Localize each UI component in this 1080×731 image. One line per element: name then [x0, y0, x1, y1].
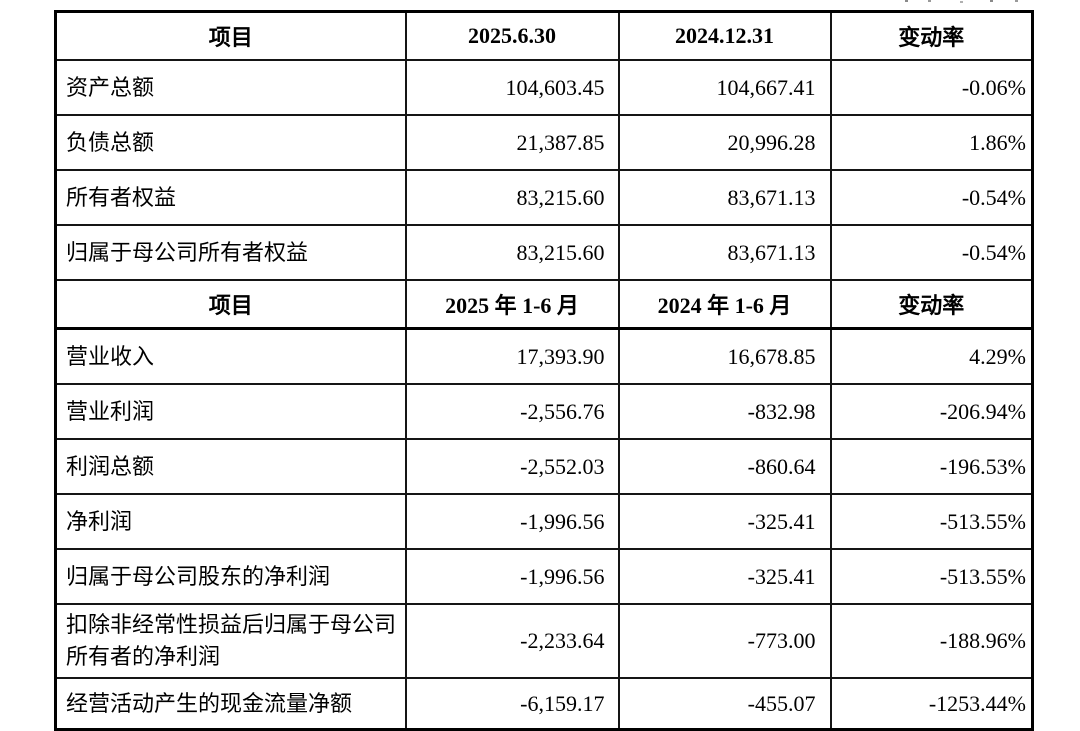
value2-cell: -325.41	[617, 493, 832, 550]
change-cell: -1253.44%	[829, 677, 1034, 731]
label-cell: 利润总额	[54, 438, 407, 495]
table-row: 营业收入 17,393.90 16,678.85 4.29%	[54, 327, 1034, 385]
change-cell: -0.06%	[829, 59, 1034, 116]
financial-summary-table: 项目 2025.6.30 2024.12.31 变动率 资产总额 104,603…	[54, 10, 1034, 731]
header-item: 项目	[54, 10, 407, 61]
value1-cell: -2,552.03	[404, 438, 620, 495]
table-header-row: 项目 2025 年 1-6 月 2024 年 1-6 月 变动率	[54, 279, 1034, 330]
value1-cell: 104,603.45	[404, 59, 620, 116]
label-cell: 经营活动产生的现金流量净额	[54, 677, 407, 731]
label-cell: 负债总额	[54, 114, 407, 171]
change-cell: 4.29%	[829, 327, 1034, 385]
value1-cell: 21,387.85	[404, 114, 620, 171]
table-row: 归属于母公司所有者权益 83,215.60 83,671.13 -0.54%	[54, 224, 1034, 281]
value2-cell: 83,671.13	[617, 224, 832, 281]
table-header-row: 项目 2025.6.30 2024.12.31 变动率	[54, 10, 1034, 61]
change-cell: -188.96%	[829, 603, 1034, 679]
value2-cell: -455.07	[617, 677, 832, 731]
change-cell: -0.54%	[829, 169, 1034, 226]
value2-cell: -325.41	[617, 548, 832, 605]
header-change: 变动率	[829, 279, 1034, 330]
value2-cell: 16,678.85	[617, 327, 832, 385]
label-cell: 归属于母公司所有者权益	[54, 224, 407, 281]
table-row: 扣除非经常性损益后归属于母公司所有者的净利润 -2,233.64 -773.00…	[54, 603, 1034, 679]
value2-cell: -832.98	[617, 383, 832, 440]
value1-cell: 17,393.90	[404, 327, 620, 385]
label-cell: 所有者权益	[54, 169, 407, 226]
value1-cell: -1,996.56	[404, 493, 620, 550]
cropped-text-remnant	[905, 0, 908, 2]
value2-cell: 104,667.41	[617, 59, 832, 116]
value2-cell: -773.00	[617, 603, 832, 679]
table-row: 营业利润 -2,556.76 -832.98 -206.94%	[54, 383, 1034, 440]
table-row: 负债总额 21,387.85 20,996.28 1.86%	[54, 114, 1034, 171]
change-cell: -196.53%	[829, 438, 1034, 495]
table-row: 利润总额 -2,552.03 -860.64 -196.53%	[54, 438, 1034, 495]
label-cell: 扣除非经常性损益后归属于母公司所有者的净利润	[54, 603, 407, 679]
table-row: 资产总额 104,603.45 104,667.41 -0.06%	[54, 59, 1034, 116]
table-row: 所有者权益 83,215.60 83,671.13 -0.54%	[54, 169, 1034, 226]
label-cell: 营业利润	[54, 383, 407, 440]
label-cell: 归属于母公司股东的净利润	[54, 548, 407, 605]
header-item: 项目	[54, 279, 407, 330]
header-period2: 2024.12.31	[617, 10, 832, 61]
change-cell: -206.94%	[829, 383, 1034, 440]
value2-cell: 20,996.28	[617, 114, 832, 171]
header-period2: 2024 年 1-6 月	[617, 279, 832, 330]
table-row: 归属于母公司股东的净利润 -1,996.56 -325.41 -513.55%	[54, 548, 1034, 605]
value2-cell: 83,671.13	[617, 169, 832, 226]
table-row: 经营活动产生的现金流量净额 -6,159.17 -455.07 -1253.44…	[54, 677, 1034, 731]
label-cell: 净利润	[54, 493, 407, 550]
header-period1: 2025 年 1-6 月	[404, 279, 620, 330]
header-change: 变动率	[829, 10, 1034, 61]
label-cell: 资产总额	[54, 59, 407, 116]
label-cell: 营业收入	[54, 327, 407, 385]
value1-cell: 83,215.60	[404, 169, 620, 226]
value2-cell: -860.64	[617, 438, 832, 495]
value1-cell: 83,215.60	[404, 224, 620, 281]
value1-cell: -2,556.76	[404, 383, 620, 440]
value1-cell: -6,159.17	[404, 677, 620, 731]
change-cell: -513.55%	[829, 548, 1034, 605]
header-period1: 2025.6.30	[404, 10, 620, 61]
value1-cell: -2,233.64	[404, 603, 620, 679]
change-cell: -513.55%	[829, 493, 1034, 550]
value1-cell: -1,996.56	[404, 548, 620, 605]
change-cell: 1.86%	[829, 114, 1034, 171]
change-cell: -0.54%	[829, 224, 1034, 281]
table-row: 净利润 -1,996.56 -325.41 -513.55%	[54, 493, 1034, 550]
